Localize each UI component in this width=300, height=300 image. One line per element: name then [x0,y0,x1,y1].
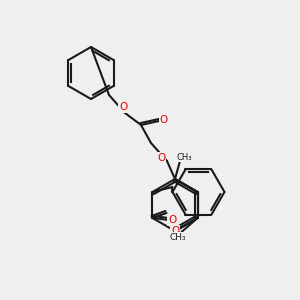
Text: O: O [157,153,165,163]
Text: CH₃: CH₃ [169,232,186,242]
Text: O: O [119,102,127,112]
Text: O: O [168,215,177,225]
Text: O: O [160,115,168,125]
Text: O: O [171,226,179,236]
Text: CH₃: CH₃ [176,152,192,161]
